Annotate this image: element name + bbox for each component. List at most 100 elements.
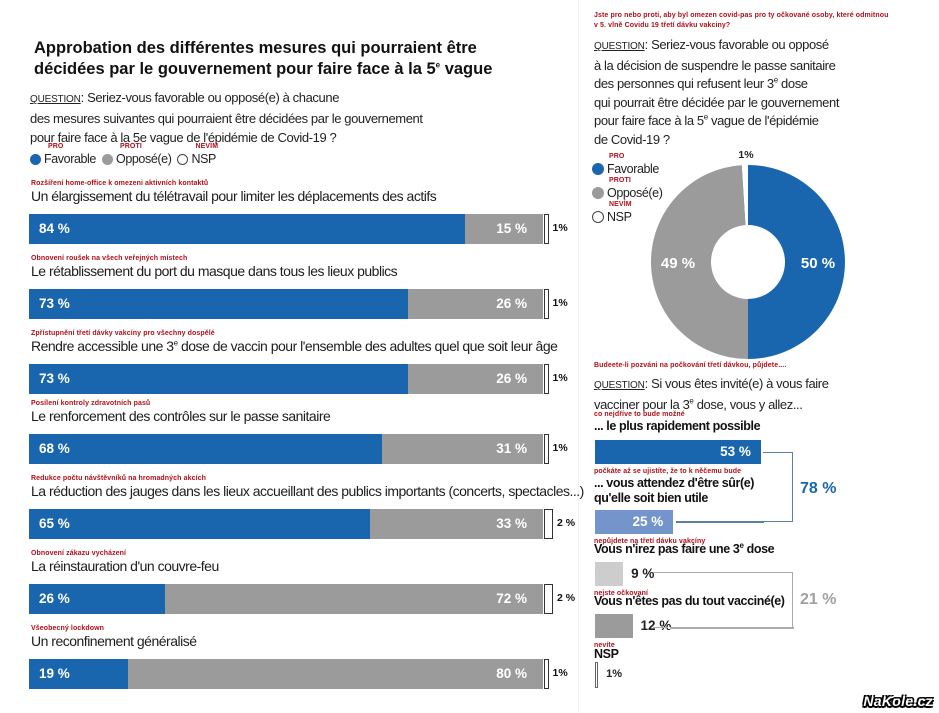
bar-segment-favorable: 84 % [29, 214, 466, 244]
bar-segment-favorable: 73 % [29, 364, 408, 394]
question-line: vacciner pour la 3e dose, vous y allez..… [594, 396, 803, 412]
legend-cz-label: PRO [48, 143, 64, 150]
nsp-dot-icon [177, 153, 189, 165]
donut-label: 50 % [801, 255, 835, 272]
item-cz-label: nepůjdete na třetí dávku vakcíny [594, 538, 706, 545]
bracket-connector [676, 521, 764, 523]
donut-chart: 50 % 49 % 1% [651, 150, 845, 359]
value-label-favorable: 73 % [39, 296, 70, 311]
bar-segment-oppose: 33 % [369, 509, 543, 539]
left-question: QUESTION: Seriez-vous favorable ou oppos… [30, 88, 423, 147]
stacked-bar: 65 % 33 % [29, 509, 543, 539]
response-value-label: 12 % [640, 618, 672, 633]
group-total-not-vaccinate: 21 % [800, 591, 837, 608]
item-label: ... le plus rapidement possible [594, 419, 761, 433]
value-label-oppose: 26 % [496, 371, 527, 386]
value-label-favorable: 26 % [39, 591, 70, 606]
group-bracket-not-vaccinate [653, 572, 793, 628]
stacked-bar: 68 % 31 % [29, 434, 543, 464]
value-label-oppose: 33 % [496, 516, 527, 531]
value-label-nsp: 1% [552, 297, 568, 309]
legend-item-favorable: PRO Favorable [592, 153, 662, 176]
donut-label: 49 % [661, 255, 695, 272]
value-label-favorable: 73 % [39, 371, 70, 386]
legend-cz-label: PROTI [609, 177, 631, 184]
third-question: QUESTION: Si vous êtes invité(e) à vous … [594, 375, 829, 414]
legend-item-oppose: PROTI Opposé(e) [102, 143, 172, 166]
legend-cz-label: NEVÍM [609, 201, 632, 208]
response-bar [595, 614, 633, 638]
donut-cz-question: Jste pro nebo proti, aby byl omezen covi… [594, 12, 889, 29]
legend-item-nsp: NEVÍM NSP [177, 143, 218, 166]
item-cz-label: Obnovení zákazu vycházení [31, 550, 127, 557]
bar-segment-nsp [544, 434, 549, 464]
question-label: QUESTION [594, 41, 645, 52]
item-label: La réduction des jauges dans les lieux a… [31, 483, 584, 499]
donut-slice-oppose [651, 165, 748, 359]
legend-item-favorable: PRO Favorable [30, 143, 96, 166]
legend-label: Opposé(e) [607, 186, 663, 200]
item-cz-label: Zpřístupnění třetí dávky vakcíny pro vše… [31, 330, 215, 337]
legend-cz-label: PRO [609, 153, 625, 160]
item-label: Le renforcement des contrôles sur le pas… [31, 408, 331, 424]
value-label-favorable: 68 % [39, 441, 70, 456]
item-label: Un élargissement du télétravail pour lim… [31, 188, 437, 204]
value-label-nsp: 1% [552, 372, 568, 384]
bar-segment-nsp [544, 214, 549, 244]
group-bracket-vaccinate [763, 452, 793, 522]
oppose-dot-icon [102, 153, 113, 165]
donut-legend: PRO Favorable PROTI Opposé(e) NEVÍM NSP [592, 153, 663, 224]
question-line: : Seriez-vous favorable ou opposé [644, 37, 829, 52]
legend-label: NSP [607, 210, 632, 224]
value-label-nsp: 1% [552, 667, 568, 679]
item-cz-label: počkáte až se ujistíte, že to k něčemu b… [594, 468, 742, 475]
question-line: qui pourrait être décidée par le gouvern… [594, 94, 840, 110]
stacked-bar: 73 % 26 % [29, 364, 543, 394]
value-label-favorable: 84 % [39, 221, 70, 236]
legend-cz-label: NEVÍM [195, 143, 219, 150]
item-label: Le rétablissement du port du masque dans… [31, 263, 398, 279]
question-line: pour faire face à la 5e vague de l'épidé… [594, 112, 819, 128]
item-cz-label: Všeobecný lockdown [31, 625, 104, 632]
bar-segment-favorable: 68 % [29, 434, 383, 464]
question-line: : Si vous êtes invité(e) à vous faire [644, 376, 829, 391]
response-value-label: 9 % [631, 566, 655, 581]
third-cz-question: Budeete-li pozváni na počkování třetí dá… [594, 362, 787, 369]
value-label-oppose: 15 % [496, 221, 527, 236]
bar-segment-nsp [544, 659, 549, 689]
item-label: NSP [594, 647, 619, 661]
group-total-vaccinate: 78 % [800, 480, 837, 497]
bar-segment-nsp [544, 289, 549, 319]
item-cz-label: nevíte [594, 642, 615, 649]
value-label-oppose: 72 % [496, 591, 527, 606]
bar-segment-nsp [544, 364, 549, 394]
bar-segment-oppose: 26 % [408, 364, 543, 394]
item-cz-label: Redukce počtu návštěvníků na hromadných … [31, 475, 206, 482]
response-bar [595, 662, 599, 688]
bar-segment-nsp [544, 584, 553, 614]
donut-slice-nsp [741, 165, 748, 226]
bar-segment-oppose: 72 % [165, 584, 543, 614]
bar-segment-oppose: 80 % [127, 659, 543, 689]
bar-segment-oppose: 26 % [408, 289, 543, 319]
question-label: QUESTION [594, 380, 645, 391]
stacked-bar: 26 % 72 % [29, 584, 543, 614]
bar-segment-favorable: 19 % [29, 659, 128, 689]
item-cz-label: Rozšíření home-office k omezeni aktivníc… [31, 180, 209, 187]
question-line: : Seriez-vous favorable ou opposé(e) à c… [80, 90, 340, 105]
item-label: Vous n'êtes pas du tout vacciné(e) [594, 594, 785, 608]
item-label: ... vous attendez d'être sûr(e) qu'elle s… [594, 476, 755, 505]
item-cz-label: nejste očkovaní [594, 590, 649, 597]
donut-question: QUESTION: Seriez-vous favorable ou oppos… [594, 36, 839, 149]
bar-segment-nsp [544, 509, 553, 539]
response-bar: 53 % [595, 440, 761, 464]
left-legend: PRO Favorable PROTI Opposé(e) NEVÍM NSP [30, 143, 218, 166]
bar-segment-favorable: 65 % [29, 509, 370, 539]
stacked-bar: 19 % 80 % [29, 659, 543, 689]
chart-title-line-2: décidées par le gouvernement pour faire … [34, 60, 493, 78]
bar-segment-oppose: 31 % [382, 434, 543, 464]
legend-item-nsp: NEVÍM NSP [592, 201, 662, 224]
question-line: pour faire face à la 5e vague de l'épidé… [30, 130, 337, 145]
oppose-dot-icon [592, 187, 604, 199]
item-label: Rendre accessible une 3e dose de vaccin … [31, 338, 558, 354]
